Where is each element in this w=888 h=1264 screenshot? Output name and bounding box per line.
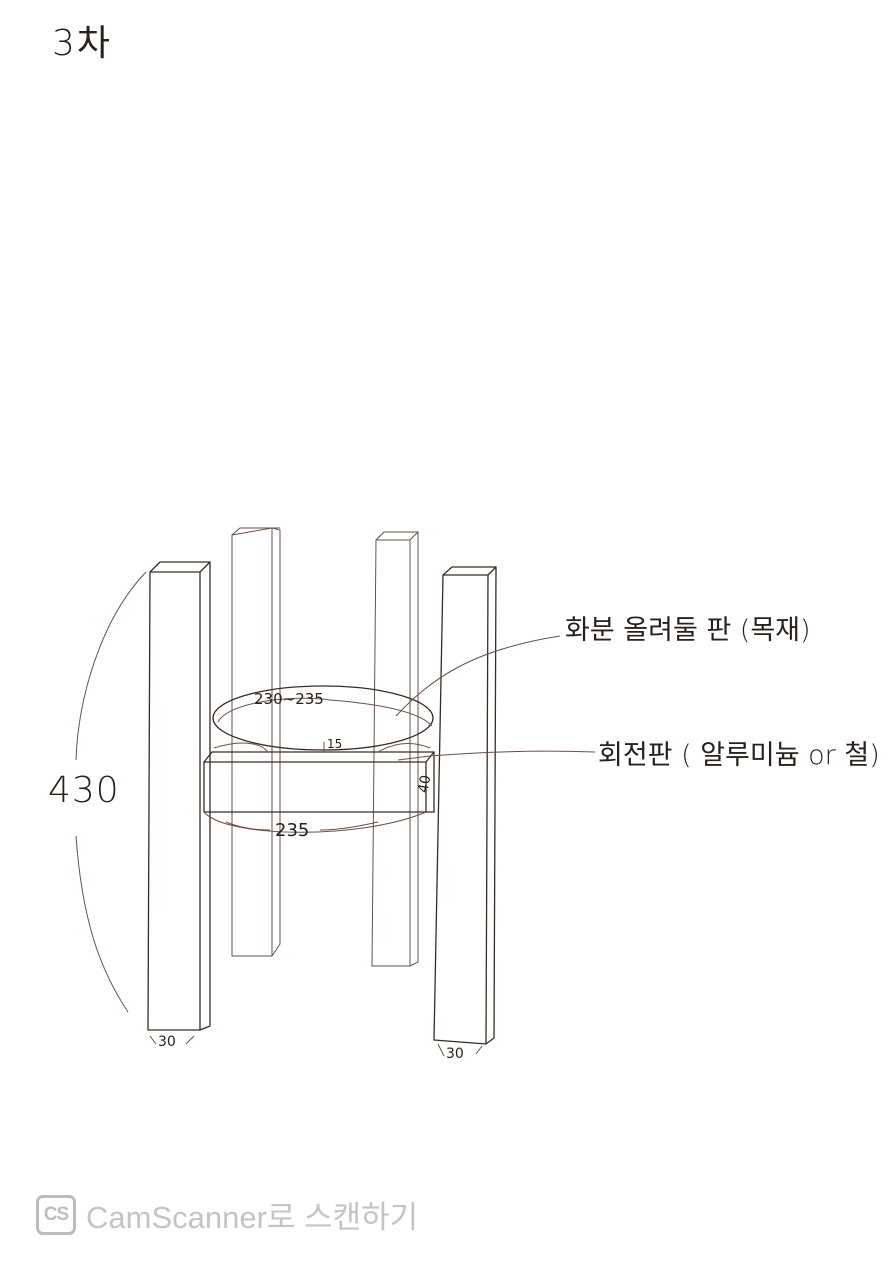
camscanner-logo-icon: CS [36,1194,76,1235]
leg-width-ticks [149,1035,483,1057]
plate-width-dimension: 235 [275,820,310,841]
leader-lines [395,635,596,761]
camscanner-watermark: CS CamScanner로 스캔하기 [36,1192,418,1237]
left-leg-width: 30 [158,1034,176,1050]
height-dimension-arc [75,571,147,1013]
width-dimension-arc [225,821,379,831]
right-leg-width: 30 [446,1046,464,1062]
back-left-leg [231,527,281,957]
front-left-leg [147,561,211,1031]
gap-dimension: 15 [327,737,343,751]
turntable-label: 회전판 ( 알루미늄 or 철) [598,740,880,771]
sketch-title: 3차 [52,23,113,64]
watermark-text: CamScanner로 스캔하기 [86,1200,419,1235]
height-dimension: 430 [48,770,120,811]
turntable-thickness: 40 [415,773,435,795]
pot-plate-diameter: 230~235 [254,690,324,708]
pot-plate-label: 화분 올려둘 판 (목재) [565,615,811,646]
turntable-plate [203,751,435,833]
front-right-leg [433,566,497,1045]
back-right-leg [371,530,419,967]
pot-plate [212,685,434,753]
